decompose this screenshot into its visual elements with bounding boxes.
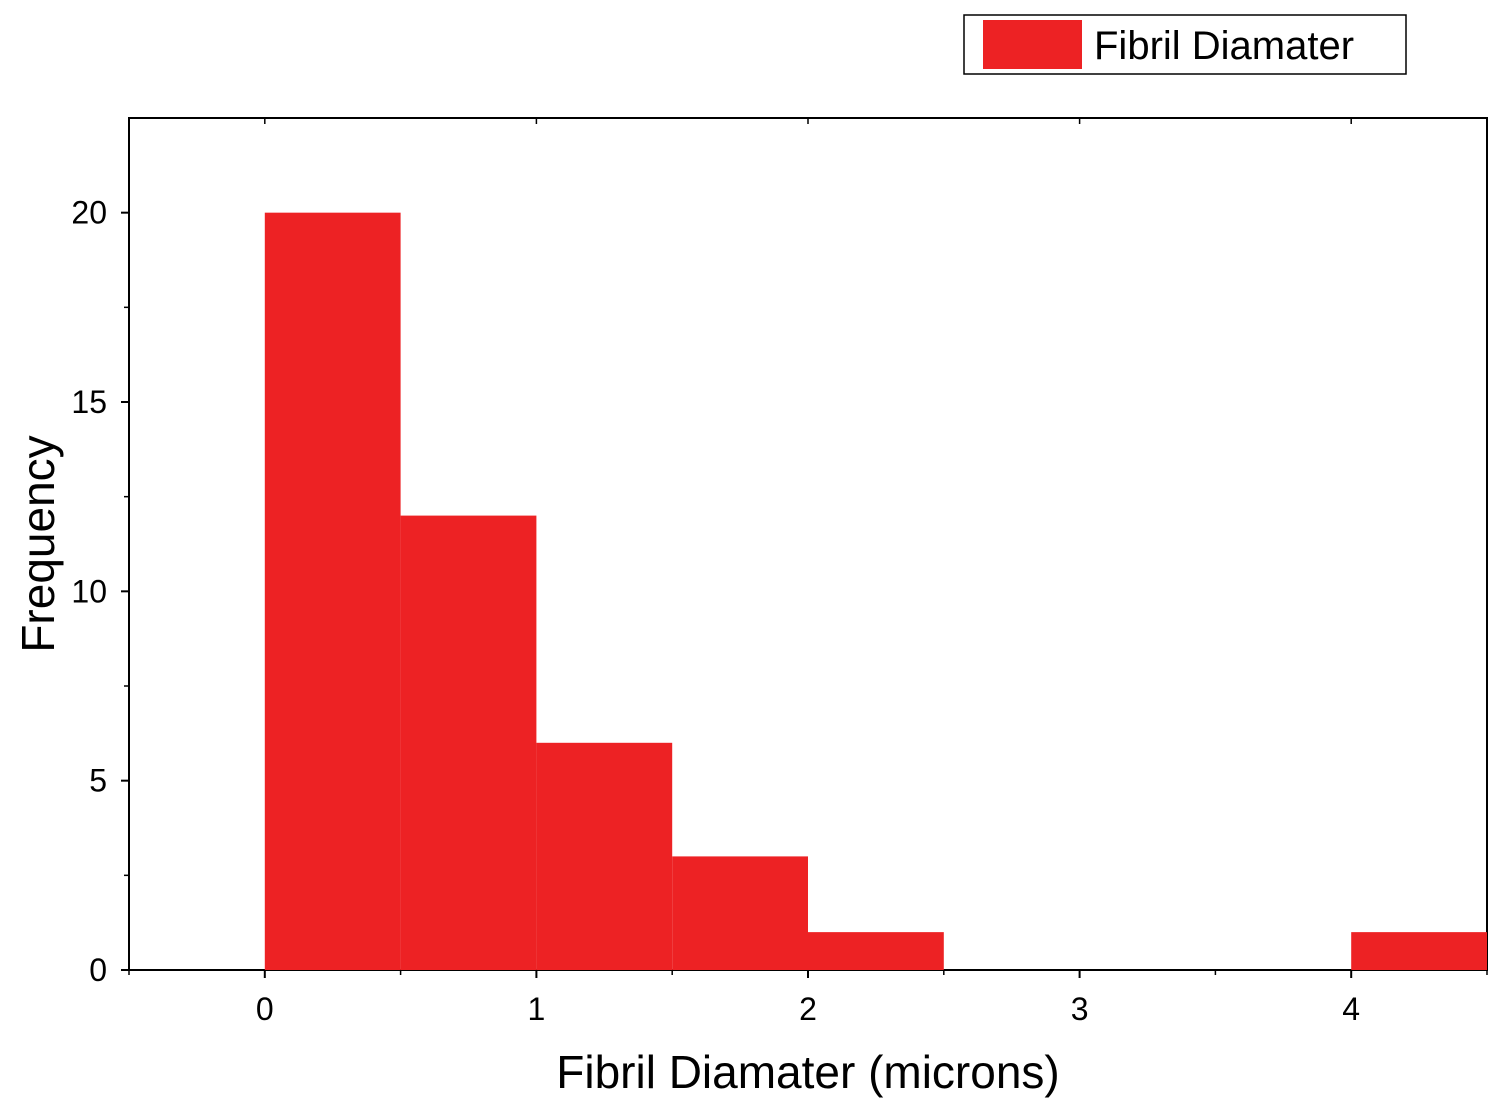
x-tick-label-4: 4 xyxy=(1342,991,1360,1027)
y-axis-title: Frequency xyxy=(12,435,64,652)
histogram-bar-8 xyxy=(1351,932,1487,970)
x-tick-label-0: 0 xyxy=(256,991,274,1027)
x-tick-label-1: 1 xyxy=(528,991,546,1027)
histogram-bar-4 xyxy=(808,932,944,970)
legend-swatch xyxy=(983,20,1082,69)
y-tick-label-3: 15 xyxy=(71,384,107,420)
y-tick-label-4: 20 xyxy=(71,195,107,231)
x-tick-label-2: 2 xyxy=(799,991,817,1027)
histogram-bar-3 xyxy=(672,856,808,970)
y-tick-label-1: 5 xyxy=(89,763,107,799)
y-tick-label-0: 0 xyxy=(89,952,107,988)
histogram-bar-0 xyxy=(264,212,401,970)
legend: Fibril Diamater xyxy=(963,14,1407,75)
legend-label: Fibril Diamater xyxy=(1094,24,1354,68)
histogram-bars xyxy=(264,212,1487,970)
histogram-bar-2 xyxy=(536,742,673,970)
x-axis-title: Fibril Diamater (microns) xyxy=(556,1046,1059,1098)
y-axis: 0 5 10 15 20 xyxy=(71,195,129,988)
x-axis: 0 1 2 3 4 xyxy=(128,118,1488,1027)
x-tick-label-3: 3 xyxy=(1071,991,1089,1027)
y-tick-label-2: 10 xyxy=(71,573,107,609)
histogram-bar-1 xyxy=(400,515,537,970)
